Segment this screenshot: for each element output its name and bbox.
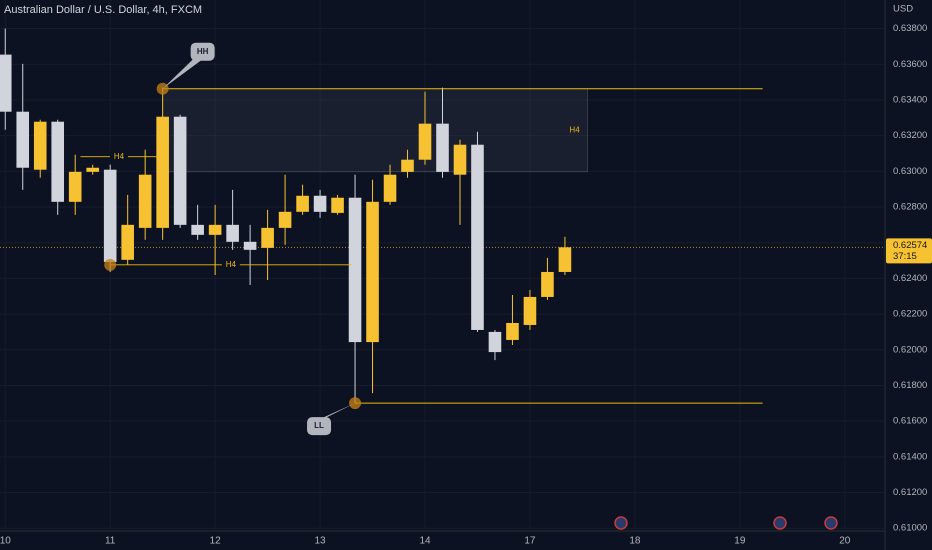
- candle-body: [156, 116, 169, 228]
- callout: [307, 417, 332, 436]
- candle-body: [16, 111, 30, 168]
- callout-label: HH: [197, 47, 209, 56]
- zone: [162, 88, 588, 173]
- event-flag[interactable]: [614, 516, 628, 530]
- x-tick-label: 20: [839, 536, 851, 547]
- callout-label: LL: [314, 421, 324, 430]
- candle-body: [383, 174, 397, 202]
- x-tick-label: 13: [315, 536, 327, 547]
- event-flag[interactable]: [773, 516, 787, 530]
- y-tick-label: 0.63400: [893, 94, 927, 105]
- candle-body: [506, 322, 519, 340]
- x-tick-label: 18: [629, 536, 641, 547]
- candle-body: [541, 271, 554, 297]
- x-tick-label: 19: [734, 536, 746, 547]
- price-tag-countdown: 37:15: [893, 251, 917, 262]
- level-label: H4: [226, 260, 237, 269]
- level-label-bg: [221, 258, 240, 271]
- candle-body: [313, 195, 327, 212]
- currency: USD: [893, 4, 913, 15]
- candle-body: [208, 224, 222, 235]
- y-tick-label: 0.63000: [893, 166, 927, 177]
- y-tick-label: 0.61200: [893, 487, 927, 498]
- candle-body: [348, 197, 362, 343]
- candle-body: [138, 174, 152, 228]
- candle-body: [103, 169, 117, 262]
- candle-body: [173, 116, 187, 225]
- callout: [190, 42, 215, 61]
- y-tick-label: 0.62800: [893, 202, 927, 213]
- pivot-marker: [104, 258, 117, 271]
- candle-body: [418, 123, 432, 160]
- plot: H4 H4 H4 HH LL: [0, 28, 885, 436]
- candle-body: [68, 171, 82, 202]
- event-flag[interactable]: [824, 516, 838, 530]
- zone-label: H4: [569, 125, 580, 134]
- candle-body: [436, 123, 449, 172]
- event-flags: [614, 516, 838, 530]
- y-tick-label: 0.62400: [893, 273, 927, 284]
- y-tick-label: 0.63600: [893, 59, 927, 70]
- candle-body: [296, 195, 309, 212]
- level-label-bg: [109, 150, 128, 163]
- candle-body: [331, 197, 344, 213]
- candle-body: [86, 167, 99, 172]
- x-tick-label: 14: [419, 536, 431, 547]
- candle-body: [366, 201, 379, 343]
- y-tick-label: 0.62200: [893, 309, 927, 320]
- y-tick-label: 0.61800: [893, 380, 927, 391]
- x-tick-label: 10: [0, 536, 11, 547]
- y-tick-label: 0.63800: [893, 23, 927, 34]
- x-tick-label: 11: [105, 536, 116, 547]
- candle-body: [401, 159, 414, 172]
- candle-body: [0, 54, 12, 112]
- candle-body: [278, 211, 292, 228]
- y-tick-label: 0.61000: [893, 523, 927, 534]
- y-tick-label: 0.61400: [893, 451, 927, 462]
- candle-body: [191, 224, 204, 235]
- x-tick-label: 17: [524, 536, 536, 547]
- candle-body: [453, 144, 467, 175]
- x-tick-label: 12: [210, 536, 222, 547]
- candle-body: [33, 121, 47, 170]
- candle-body: [471, 144, 484, 330]
- candle-body: [523, 296, 537, 325]
- candle-body: [261, 227, 274, 248]
- level-label: H4: [114, 152, 125, 161]
- price-tag-value: 0.62574: [893, 240, 927, 251]
- candle-body: [121, 224, 134, 260]
- callout-pointer: [162, 55, 205, 89]
- y-tick-label: 0.62000: [893, 344, 927, 355]
- candle-body: [51, 121, 65, 202]
- price-tag: [886, 238, 932, 264]
- y-tick-label: 0.61600: [893, 416, 927, 427]
- candle-body: [558, 247, 572, 272]
- candle-body: [226, 224, 239, 242]
- chart-title: Australian Dollar / U.S. Dollar, 4h, FXC…: [4, 4, 202, 16]
- candle-body: [488, 331, 502, 353]
- candle-body: [243, 241, 257, 250]
- y-tick-label: 0.63200: [893, 130, 927, 141]
